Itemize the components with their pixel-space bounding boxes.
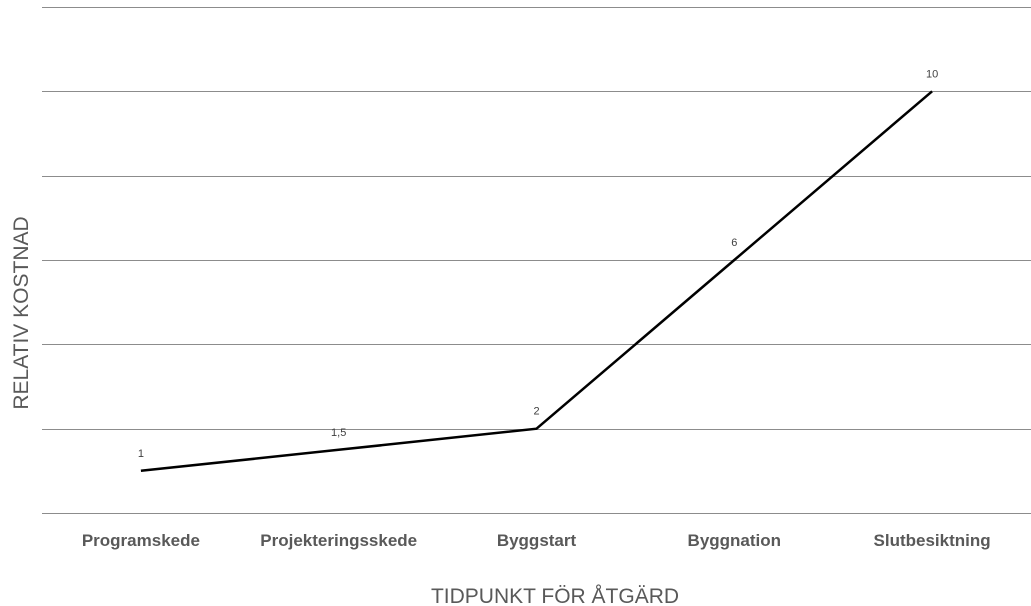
x-tick-label: Projekteringsskede <box>260 531 417 550</box>
x-tick-label: Byggstart <box>497 531 577 550</box>
x-tick-label: Programskede <box>82 531 200 550</box>
data-label: 10 <box>926 68 938 80</box>
data-label: 1 <box>138 448 144 460</box>
y-axis-title: RELATIV KOSTNAD <box>10 216 33 409</box>
x-tick-labels: Programskede Projekteringsskede Byggstart B… <box>82 531 991 550</box>
x-tick-label: Byggnation <box>688 531 782 550</box>
data-label: 1,5 <box>331 427 346 439</box>
x-axis-title: TIDPUNKT FÖR ÅTGÄRD <box>431 585 679 606</box>
series-line <box>140 90 933 473</box>
gridlines <box>42 7 1031 430</box>
x-tick-label: Slutbesiktning <box>874 531 991 550</box>
data-label: 6 <box>731 237 737 249</box>
data-labels: 1 1,5 2 6 10 <box>138 68 938 460</box>
data-label: 2 <box>533 406 539 418</box>
